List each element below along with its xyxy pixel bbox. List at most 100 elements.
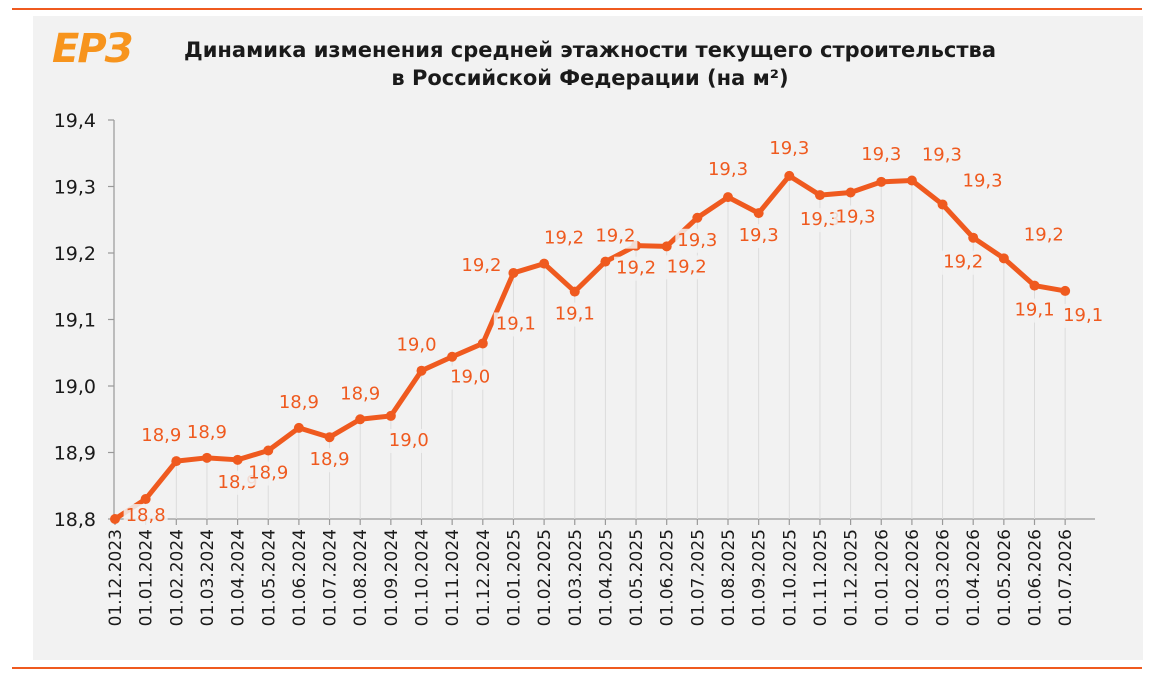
data-point [355, 414, 366, 425]
data-label-bg [919, 143, 964, 168]
data-point [1029, 280, 1040, 291]
data-label-bg [139, 424, 184, 449]
data-label-bg [614, 256, 659, 281]
data-label-bg [386, 428, 431, 453]
x-tick-label: 01.12.2023 [106, 529, 126, 626]
x-tick-label: 01.10.2025 [780, 529, 800, 626]
data-label-bg [493, 312, 538, 337]
data-label: 19,0 [389, 430, 429, 451]
x-tick-label: 01.09.2025 [750, 529, 770, 626]
x-tick-label: 01.07.2024 [321, 529, 341, 626]
chart-title-line2: в Российской Федерации (на м²) [391, 66, 789, 90]
data-label-bg [664, 255, 709, 280]
x-tick-label: 01.05.2025 [627, 529, 647, 626]
x-tick-label: 01.07.2026 [1056, 529, 1076, 626]
data-label-bg [123, 504, 168, 529]
x-tick-label: 01.08.2025 [719, 529, 739, 626]
x-tick-label: 01.09.2024 [382, 529, 402, 626]
chart-panel [33, 16, 1143, 660]
data-label: 19,2 [595, 226, 635, 247]
data-point [385, 410, 396, 421]
data-point [569, 286, 580, 297]
data-label: 19,3 [861, 144, 901, 165]
x-tick-label: 01.11.2025 [811, 529, 831, 626]
x-tick-label: 01.06.2026 [1026, 529, 1046, 626]
data-label: 19,2 [544, 228, 584, 249]
data-label: 19,3 [708, 159, 748, 180]
y-tick-label: 18,9 [54, 443, 96, 465]
data-point [937, 199, 948, 210]
x-tick-label: 01.02.2025 [535, 529, 555, 626]
chart-title: Динамика изменения средней этажности тек… [150, 36, 1030, 92]
data-point [600, 256, 611, 267]
y-tick-label: 19,4 [54, 110, 96, 132]
data-label-bg [307, 448, 352, 473]
x-tick-label: 01.12.2024 [474, 529, 494, 626]
x-tick-label: 01.07.2025 [688, 529, 708, 626]
data-label-bg [706, 158, 750, 183]
data-point [140, 494, 151, 505]
y-tick-label: 19,0 [54, 376, 96, 398]
x-tick-label: 01.04.2025 [596, 529, 616, 626]
data-point [998, 253, 1009, 264]
data-label: 19,1 [1063, 305, 1103, 326]
data-label: 19,2 [461, 255, 501, 276]
x-tick-label: 01.06.2024 [290, 529, 310, 626]
data-label: 19,2 [667, 256, 707, 277]
x-tick-label: 01.01.2024 [137, 529, 157, 626]
data-label-bg [767, 136, 812, 161]
data-label: 19,0 [396, 335, 436, 356]
data-point [814, 190, 825, 201]
x-tick-label: 01.01.2026 [872, 529, 892, 626]
x-tick-label: 01.02.2026 [903, 529, 923, 626]
x-tick-label: 01.10.2024 [413, 529, 433, 626]
data-point [201, 452, 212, 463]
data-label-bg [552, 302, 597, 327]
x-tick-label: 01.04.2026 [964, 529, 984, 626]
data-label: 19,2 [1024, 224, 1064, 245]
x-tick-label: 01.06.2025 [658, 529, 678, 626]
y-tick-label: 19,3 [54, 177, 96, 199]
data-label-bg [960, 169, 1005, 194]
x-tick-label: 01.04.2024 [229, 529, 249, 626]
x-tick-label: 01.02.2024 [167, 529, 187, 626]
data-point [692, 212, 703, 223]
data-label-bg [448, 365, 493, 390]
data-label-bg [459, 253, 504, 278]
x-tick-label: 01.05.2024 [259, 529, 279, 626]
x-tick-label: 01.03.2024 [198, 529, 218, 626]
top-rule [12, 8, 1142, 10]
data-label: 19,2 [943, 252, 983, 273]
x-tick-label: 01.05.2026 [995, 529, 1015, 626]
data-label: 18,9 [310, 449, 350, 470]
data-point [110, 514, 120, 524]
data-label-bg [1012, 298, 1057, 323]
data-point [508, 267, 519, 278]
data-label-bg [1061, 303, 1106, 328]
data-point [906, 175, 917, 186]
data-label: 19,3 [677, 230, 717, 251]
x-tick-label: 01.03.2026 [934, 529, 954, 626]
data-label: 18,9 [248, 463, 288, 484]
data-label-bg [859, 142, 904, 167]
data-label-bg [941, 250, 986, 275]
data-point [416, 365, 427, 376]
data-point [447, 351, 458, 362]
data-label: 18,9 [187, 422, 227, 443]
data-label-bg [276, 390, 321, 415]
data-label: 18,9 [279, 392, 319, 413]
data-label: 19,3 [836, 206, 876, 227]
data-point [293, 422, 304, 433]
data-point [263, 445, 274, 456]
data-point [661, 241, 672, 252]
y-tick-label: 19,2 [54, 243, 96, 265]
data-point [845, 187, 856, 198]
erz-logo: ЕРЗ [52, 26, 133, 72]
data-label-bg [736, 224, 781, 249]
x-tick-label: 01.08.2024 [351, 529, 371, 626]
data-label: 19,0 [450, 367, 490, 388]
data-label-bg [593, 224, 638, 249]
data-label: 19,1 [1014, 300, 1054, 321]
x-tick-label: 01.11.2024 [443, 529, 463, 626]
